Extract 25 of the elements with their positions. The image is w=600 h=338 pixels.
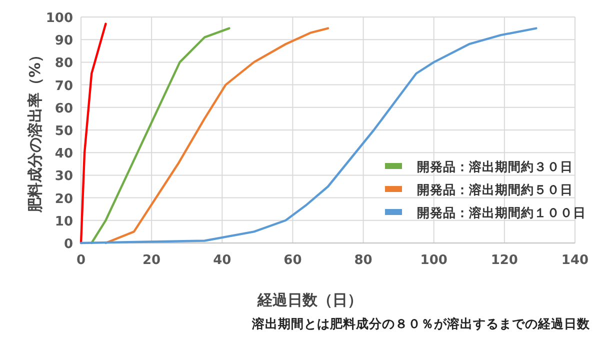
y-axis-title: 肥料成分の溶出率（%） [26, 47, 44, 214]
text: 溶出期間とは肥料成分の８０％が溶出するまでの経過日数 [251, 316, 591, 331]
y-tick-label: 100 [46, 11, 73, 26]
y-tick-label: 40 [54, 146, 73, 162]
y-tick-label: 80 [54, 56, 73, 72]
y-tick-label: 10 [54, 214, 73, 230]
y-tick-label: 70 [54, 78, 73, 94]
y-tick-label: 90 [54, 34, 73, 49]
legend-label: 開発品：溶出期間約３０日 [417, 159, 573, 174]
x-tick-label: 80 [354, 253, 372, 268]
legend-label: 開発品：溶出期間約５０日 [417, 182, 573, 197]
y-tick-label: 20 [54, 192, 73, 207]
x-tick-label: 60 [284, 253, 302, 268]
x-axis-title: 経過日数（日） [256, 291, 362, 309]
y-tick-label: 50 [54, 124, 73, 139]
legend-label: 開発品：溶出期間約１００日 [417, 205, 586, 220]
x-tick-label: 40 [213, 253, 232, 268]
y-tick-label: 30 [54, 169, 73, 184]
x-tick-label: 100 [420, 253, 448, 268]
x-tick-label: 120 [490, 253, 518, 268]
x-tick-label: 0 [76, 253, 86, 268]
y-tick-label: 0 [64, 237, 73, 252]
x-tick-label: 20 [142, 253, 161, 268]
y-tick-label: 60 [54, 101, 73, 116]
x-tick-label: 140 [561, 253, 589, 268]
